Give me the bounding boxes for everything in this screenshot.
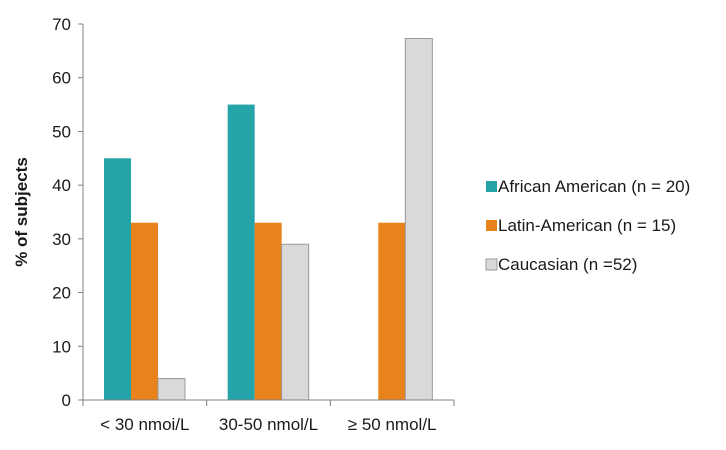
x-category-label: 30-50 nmol/L (219, 415, 318, 434)
bar (227, 104, 255, 401)
bar (254, 222, 282, 400)
x-axis-labels: < 30 nmoi/L 30-50 nmol/L ≥ 50 nmol/L (100, 415, 436, 434)
bar (281, 243, 310, 401)
bar (157, 378, 186, 401)
y-tick-label: 70 (52, 15, 71, 34)
legend-swatch (485, 258, 498, 271)
legend-label: Latin-American (n = 15) (498, 216, 676, 235)
legend: African American (n = 20) Latin-American … (485, 177, 690, 274)
bar (378, 222, 406, 400)
legend-swatch (486, 220, 497, 231)
y-axis-ticks: 0 10 20 30 40 50 60 70 (52, 15, 83, 410)
legend-swatch (486, 181, 497, 192)
y-tick-label: 50 (52, 122, 71, 141)
y-tick-label: 30 (52, 230, 71, 249)
y-axis-title: % of subjects (12, 157, 31, 267)
x-axis-ticks (82, 400, 455, 406)
legend-label: African American (n = 20) (498, 177, 690, 196)
bar (104, 158, 131, 400)
x-category-label: ≥ 50 nmol/L (348, 415, 437, 434)
y-tick-label: 10 (52, 337, 71, 356)
legend-label: Caucasian (n =52) (498, 255, 637, 274)
y-tick-label: 60 (52, 69, 71, 88)
bars-group (104, 38, 433, 401)
bar (131, 222, 158, 400)
y-tick-label: 20 (52, 284, 71, 303)
bar (404, 38, 433, 401)
y-tick-label: 40 (52, 176, 71, 195)
x-category-label: < 30 nmoi/L (100, 415, 189, 434)
y-tick-label: 0 (62, 391, 71, 410)
